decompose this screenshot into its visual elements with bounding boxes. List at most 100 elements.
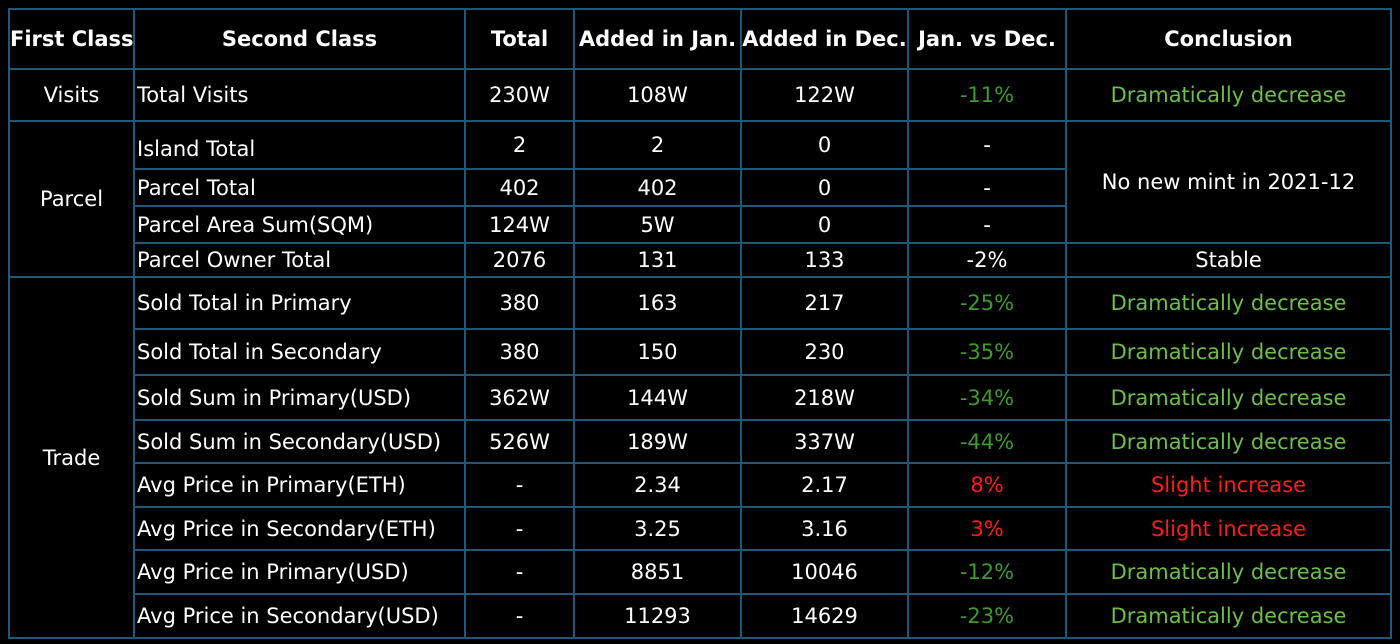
cell-jan: 3.25 (573, 506, 742, 551)
cell-dec: 0 (740, 205, 909, 244)
cell-diff: -11% (907, 68, 1067, 122)
table-row: Parcel Total 402 402 0 - (9, 168, 1391, 207)
table-row: Avg Price in Secondary(ETH) - 3.25 3.16 … (9, 506, 1392, 551)
cell-dec: 0 (740, 120, 909, 170)
header-added-jan: Added in Jan. (573, 8, 742, 70)
cell-conclusion: Stable (1065, 242, 1392, 278)
cell-dec: 122W (740, 68, 909, 122)
row-label: Total Visits (133, 68, 466, 122)
row-label: Sold Total in Secondary (133, 328, 466, 376)
table-row: Parcel Island Total 2 2 0 - No new mint … (8, 120, 1392, 278)
cell-jan: 131 (573, 242, 742, 278)
table-row: Avg Price in Primary(USD) - 8851 10046 -… (9, 549, 1392, 595)
header-jan-vs-dec: Jan. vs Dec. (907, 8, 1067, 70)
cell-conclusion-parcel: No new mint in 2021-12 (1065, 120, 1392, 244)
cell-diff: -12% (907, 549, 1067, 595)
table-row: Sold Total in Secondary 380 150 230 -35%… (9, 328, 1392, 376)
cell-diff: - (907, 168, 1067, 207)
cell-total: 362W (464, 374, 575, 421)
header-total: Total (464, 8, 575, 70)
cell-conclusion: Dramatically decrease (1065, 549, 1392, 595)
row-label: Avg Price in Secondary(USD) (133, 593, 466, 639)
cell-dec: 230 (740, 328, 909, 376)
cell-jan: 11293 (573, 593, 742, 639)
cell-jan: 144W (573, 374, 742, 421)
table-row: Avg Price in Primary(ETH) - 2.34 2.17 8%… (9, 462, 1392, 508)
row-label: Parcel Area Sum(SQM) (133, 205, 466, 244)
cell-diff: 3% (907, 506, 1067, 551)
row-label: Parcel Owner Total (133, 242, 466, 278)
table-row: Parcel Owner Total 2076 131 133 -2% Stab… (9, 242, 1392, 278)
cell-diff: -2% (907, 242, 1067, 278)
cell-dec: 2.17 (740, 462, 909, 508)
cell-jan: 2.34 (573, 462, 742, 508)
cell-jan: 150 (573, 328, 742, 376)
group-trade: Trade (8, 276, 135, 639)
cell-diff: -35% (907, 328, 1067, 376)
cell-conclusion: Slight increase (1065, 462, 1392, 508)
row-label: Avg Price in Secondary(ETH) (133, 506, 466, 551)
cell-dec: 14629 (740, 593, 909, 639)
header-conclusion: Conclusion (1065, 8, 1392, 70)
cell-jan: 402 (573, 168, 742, 207)
cell-total: 230W (464, 68, 575, 122)
table-row: Parcel Area Sum(SQM) 124W 5W 0 - (9, 205, 1391, 244)
cell-conclusion: Dramatically decrease (1065, 276, 1392, 330)
group-parcel: Parcel (8, 120, 135, 278)
row-label: Sold Sum in Primary(USD) (133, 374, 466, 421)
cell-dec: 217 (740, 276, 909, 330)
cell-jan: 163 (573, 276, 742, 330)
cell-jan: 5W (573, 205, 742, 244)
row-label: Avg Price in Primary(ETH) (133, 462, 466, 508)
table-row: Trade Sold Total in Primary 380 163 217 … (8, 276, 1392, 639)
cell-dec: 3.16 (740, 506, 909, 551)
cell-conclusion: Dramatically decrease (1065, 374, 1392, 421)
cell-conclusion: Dramatically decrease (1065, 593, 1392, 639)
cell-conclusion: Slight increase (1065, 506, 1392, 551)
cell-diff: -34% (907, 374, 1067, 421)
cell-jan: 8851 (573, 549, 742, 595)
cell-total: 380 (464, 276, 575, 330)
cell-dec: 218W (740, 374, 909, 421)
cell-diff: - (907, 205, 1067, 244)
row-label: Island Total (133, 120, 466, 170)
header-added-dec: Added in Dec. (740, 8, 909, 70)
cell-jan: 189W (573, 419, 742, 464)
cell-dec: 10046 (740, 549, 909, 595)
cell-total: 2076 (464, 242, 575, 278)
cell-total: 526W (464, 419, 575, 464)
row-label: Avg Price in Primary(USD) (133, 549, 466, 595)
row-label: Sold Sum in Secondary(USD) (133, 419, 466, 464)
cell-jan: 2 (573, 120, 742, 170)
comparison-table: First Class Second Class Total Added in … (8, 8, 1392, 639)
header-row: First Class Second Class Total Added in … (8, 8, 1392, 70)
table-row: Visits Total Visits 230W 108W 122W -11% … (8, 68, 1392, 122)
cell-conclusion: Dramatically decrease (1065, 68, 1392, 122)
cell-jan: 108W (573, 68, 742, 122)
table-row: Sold Sum in Primary(USD) 362W 144W 218W … (9, 374, 1392, 421)
cell-dec: 337W (740, 419, 909, 464)
cell-diff: 8% (907, 462, 1067, 508)
cell-total: 2 (464, 120, 575, 170)
row-label: Sold Total in Primary (133, 276, 466, 330)
cell-total: - (464, 549, 575, 595)
cell-total: 380 (464, 328, 575, 376)
cell-total: - (464, 462, 575, 508)
cell-dec: 133 (740, 242, 909, 278)
cell-conclusion: Dramatically decrease (1065, 419, 1392, 464)
cell-diff: -25% (907, 276, 1067, 330)
cell-diff: - (907, 120, 1067, 170)
cell-total: - (464, 506, 575, 551)
cell-total: 402 (464, 168, 575, 207)
cell-diff: -44% (907, 419, 1067, 464)
cell-total: 124W (464, 205, 575, 244)
cell-total: - (464, 593, 575, 639)
table-row: Avg Price in Secondary(USD) - 11293 1462… (9, 593, 1392, 639)
header-first-class: First Class (8, 8, 135, 70)
cell-conclusion: Dramatically decrease (1065, 328, 1392, 376)
cell-dec: 0 (740, 168, 909, 207)
group-visits: Visits (8, 68, 135, 122)
table-row: Sold Sum in Secondary(USD) 526W 189W 337… (9, 419, 1392, 464)
row-label: Parcel Total (133, 168, 466, 207)
header-second-class: Second Class (133, 8, 466, 70)
